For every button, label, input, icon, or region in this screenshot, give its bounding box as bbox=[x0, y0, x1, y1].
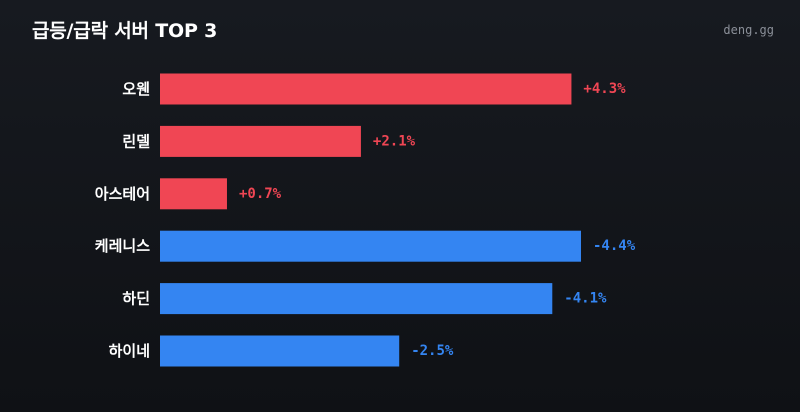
value-label: -2.5% bbox=[411, 343, 454, 359]
category-label: 하딘 bbox=[122, 290, 150, 308]
value-label: -4.1% bbox=[564, 291, 607, 307]
brand-watermark: deng.gg bbox=[723, 23, 774, 37]
category-label: 오웬 bbox=[122, 80, 150, 98]
bar bbox=[160, 230, 581, 262]
chart-header: 급등/급락 서버 TOP 3 deng.gg bbox=[32, 16, 774, 42]
category-label: 린델 bbox=[122, 132, 150, 150]
value-label: +2.1% bbox=[373, 133, 416, 149]
category-label: 아스테어 bbox=[95, 185, 150, 203]
bar bbox=[160, 335, 400, 367]
bar bbox=[160, 283, 553, 315]
value-label: -4.4% bbox=[593, 238, 636, 254]
category-label: 케레니스 bbox=[95, 237, 150, 255]
bar bbox=[160, 73, 572, 105]
value-label: +0.7% bbox=[239, 186, 282, 202]
bar bbox=[160, 178, 227, 210]
chart-title: 급등/급락 서버 TOP 3 bbox=[32, 20, 218, 42]
value-label: +4.3% bbox=[583, 81, 626, 97]
bar bbox=[160, 125, 361, 157]
category-label: 하이네 bbox=[109, 342, 150, 360]
